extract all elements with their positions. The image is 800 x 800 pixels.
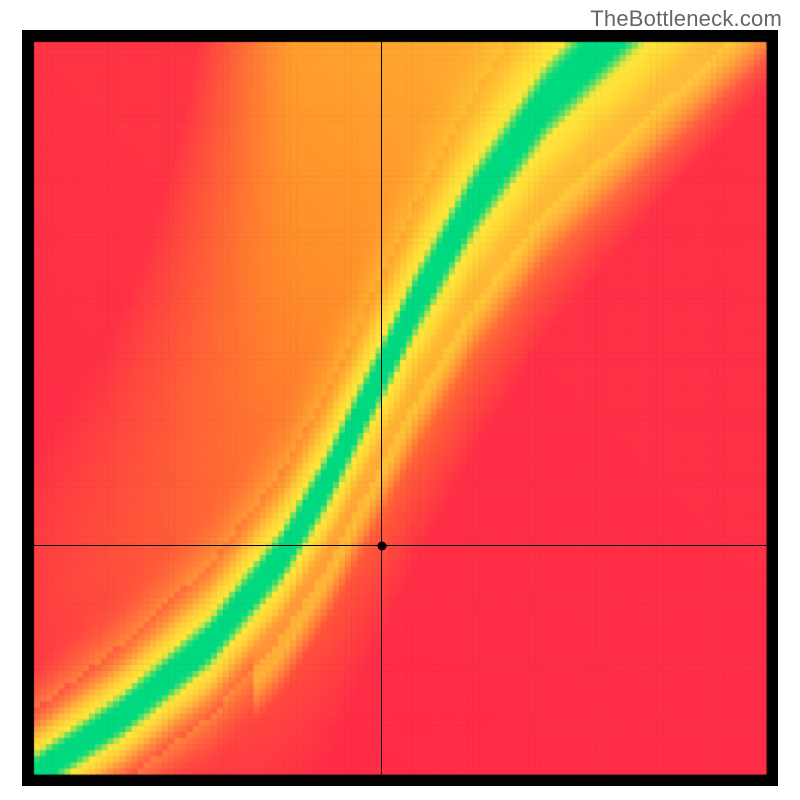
watermark-text: TheBottleneck.com xyxy=(590,6,782,32)
heatmap-canvas xyxy=(22,30,778,786)
crosshair-vertical xyxy=(381,42,382,774)
selected-configuration-marker xyxy=(377,541,386,550)
bottleneck-heatmap-plot xyxy=(22,30,778,786)
crosshair-horizontal xyxy=(34,545,766,546)
